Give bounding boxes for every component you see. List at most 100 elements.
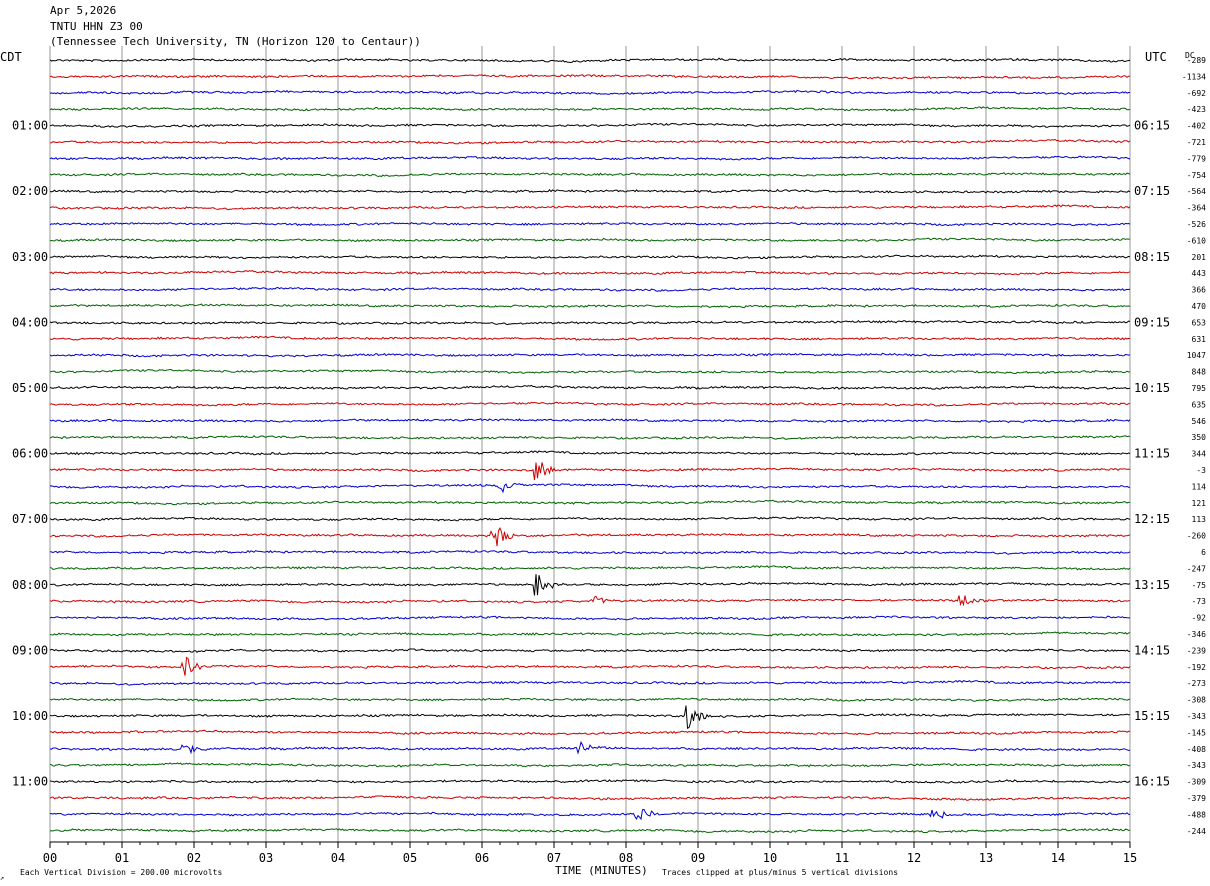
corner-mark: ↗ xyxy=(0,874,4,882)
trace-33 xyxy=(49,595,1130,607)
trace-18 xyxy=(49,352,1131,358)
x-axis-title: TIME (MINUTES) xyxy=(555,864,648,877)
dc-offset-label: 635 xyxy=(1192,400,1207,409)
x-tick-label: 11 xyxy=(835,851,849,865)
trace-25 xyxy=(49,462,1131,481)
left-hour-label: 04:00 xyxy=(12,315,48,329)
traces xyxy=(49,57,1131,834)
dc-offset-label: -309 xyxy=(1187,778,1206,787)
dc-offset-label: -73 xyxy=(1192,597,1207,606)
trace-3 xyxy=(49,106,1131,112)
x-tick-label: 08 xyxy=(619,851,633,865)
trace-13 xyxy=(49,270,1131,276)
trace-22 xyxy=(49,418,1131,424)
trace-35 xyxy=(49,631,1131,637)
dc-offset-label: 546 xyxy=(1192,417,1207,426)
dc-offset-label: -346 xyxy=(1187,630,1206,639)
right-hour-label: 12:15 xyxy=(1134,512,1170,526)
dc-offset-label: -402 xyxy=(1187,122,1206,131)
dc-offset-label: -239 xyxy=(1187,646,1206,655)
dc-offset-label: -260 xyxy=(1187,532,1206,541)
trace-16 xyxy=(49,320,1131,326)
dc-offset-label: -289 xyxy=(1187,56,1206,65)
right-hour-label: 07:15 xyxy=(1134,184,1170,198)
dc-offset-label: 344 xyxy=(1192,450,1207,459)
dc-offset-label: -692 xyxy=(1187,89,1206,98)
trace-19 xyxy=(49,368,1131,375)
trace-46 xyxy=(49,808,1131,821)
trace-10 xyxy=(49,221,1131,227)
scale-note: Each Vertical Division = 200.00 microvol… xyxy=(20,868,222,877)
dc-offset-label: 350 xyxy=(1192,433,1207,442)
dc-offset-label: 366 xyxy=(1192,286,1207,295)
trace-24 xyxy=(49,450,1131,456)
right-hour-label: 15:15 xyxy=(1134,709,1170,723)
trace-28 xyxy=(49,516,1131,522)
clip-note: Traces clipped at plus/minus 5 vertical … xyxy=(662,868,898,877)
left-hour-label: 07:00 xyxy=(12,512,48,526)
dc-offset-label: 1047 xyxy=(1187,351,1206,360)
trace-31 xyxy=(49,565,1131,571)
right-hour-label: 16:15 xyxy=(1134,775,1170,789)
left-hour-label: 05:00 xyxy=(12,381,48,395)
dc-offset-label: -423 xyxy=(1187,105,1206,114)
trace-32 xyxy=(49,574,1131,596)
left-hour-label: 02:00 xyxy=(12,184,48,198)
dc-offset-label: -145 xyxy=(1187,728,1206,737)
location-label: (Tennessee Tech University, TN (Horizon … xyxy=(50,35,421,48)
right-hour-label: 09:15 xyxy=(1134,315,1170,329)
dc-offset-label: -247 xyxy=(1187,564,1206,573)
trace-38 xyxy=(49,679,1131,686)
trace-36 xyxy=(49,648,1131,653)
right-hour-label: 06:15 xyxy=(1134,119,1170,133)
x-tick-label: 05 xyxy=(403,851,417,865)
x-tick-label: 00 xyxy=(43,851,57,865)
dc-offset-label: -273 xyxy=(1187,679,1206,688)
trace-0 xyxy=(49,57,1131,64)
dc-offset-label: 113 xyxy=(1192,515,1207,524)
trace-44 xyxy=(49,779,1131,784)
dc-offset-label: 443 xyxy=(1192,269,1207,278)
trace-21 xyxy=(49,401,1131,407)
trace-34 xyxy=(49,615,1130,621)
left-hour-label: 11:00 xyxy=(12,775,48,789)
labels: 00 01 02 03 04 05 06 07 08 09 10 11 12 13 14 15 -289 -113… xyxy=(12,56,1206,865)
dc-offset-label: -343 xyxy=(1187,761,1206,770)
trace-47 xyxy=(49,828,1131,834)
dc-offset-label: -75 xyxy=(1192,581,1207,590)
grid xyxy=(49,46,1131,848)
dc-offset-label: -3 xyxy=(1196,466,1206,475)
right-hour-label: 14:15 xyxy=(1134,643,1170,657)
trace-2 xyxy=(49,89,1130,95)
date-label: Apr 5,2026 xyxy=(50,4,117,17)
trace-30 xyxy=(49,549,1131,555)
station-label: TNTU HHN Z3 00 xyxy=(50,20,143,33)
right-hour-label: 13:15 xyxy=(1134,578,1170,592)
trace-40 xyxy=(49,705,1130,729)
dc-offset-label: -488 xyxy=(1187,810,1206,819)
dc-offset-label: 121 xyxy=(1192,499,1207,508)
left-hour-label: 06:00 xyxy=(12,447,48,461)
dc-offset-label: -244 xyxy=(1187,827,1206,836)
x-tick-label: 04 xyxy=(331,851,345,865)
dc-offset-label: 848 xyxy=(1192,368,1207,377)
trace-9 xyxy=(49,204,1131,211)
trace-39 xyxy=(49,697,1131,702)
trace-41 xyxy=(49,729,1131,736)
right-zone-label: UTC xyxy=(1145,50,1167,64)
x-tick-label: 06 xyxy=(475,851,489,865)
x-tick-label: 13 xyxy=(979,851,993,865)
x-tick-label: 15 xyxy=(1123,851,1137,865)
dc-offset-label: 795 xyxy=(1192,384,1207,393)
right-hour-label: 10:15 xyxy=(1134,381,1170,395)
left-hour-label: 03:00 xyxy=(12,250,48,264)
trace-37 xyxy=(49,656,1131,676)
x-tick-label: 03 xyxy=(259,851,273,865)
trace-26 xyxy=(49,482,1131,494)
dc-offset-label: -754 xyxy=(1187,171,1206,180)
trace-20 xyxy=(49,384,1131,390)
x-tick-label: 09 xyxy=(691,851,705,865)
dc-offset-label: -92 xyxy=(1192,614,1207,623)
trace-29 xyxy=(49,526,1131,547)
dc-offset-label: 6 xyxy=(1201,548,1206,557)
